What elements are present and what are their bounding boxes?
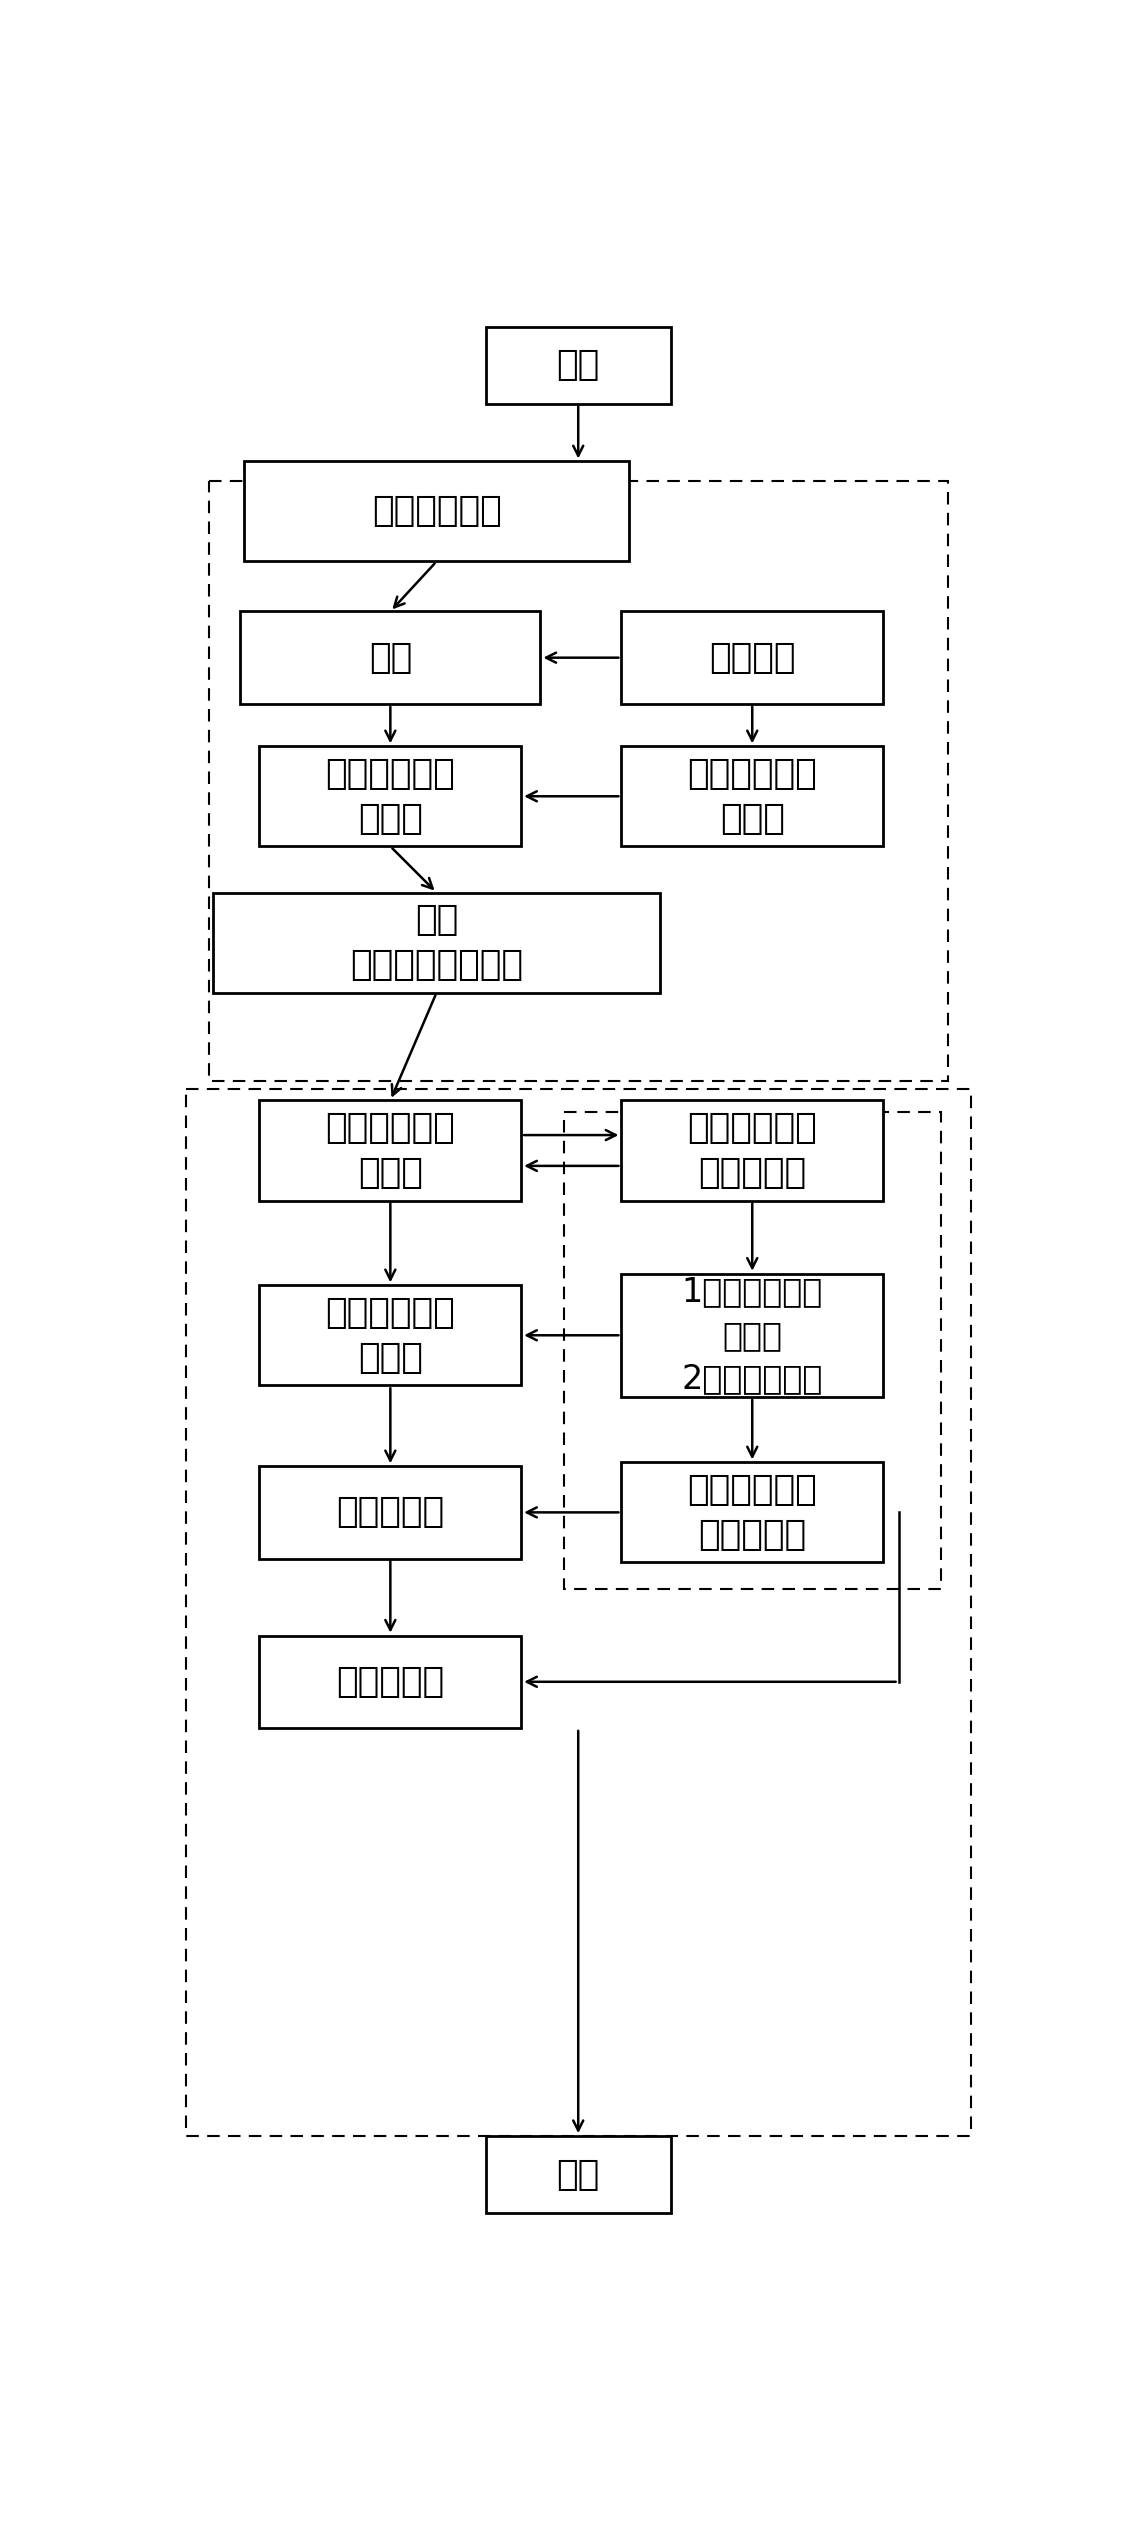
Bar: [244, 460, 629, 561]
Bar: [260, 1467, 522, 1558]
Bar: [260, 1636, 522, 1727]
Text: 分层: 分层: [369, 640, 412, 675]
Bar: [213, 893, 659, 991]
Bar: [621, 746, 883, 847]
Text: 1、调整分区制
造顺序
2、调整起弧点: 1、调整分区制 造顺序 2、调整起弧点: [682, 1275, 823, 1396]
Text: 制造约束: 制造约束: [709, 640, 796, 675]
Bar: [260, 1285, 522, 1386]
Bar: [621, 1275, 883, 1396]
Text: 开始: 开始: [557, 349, 599, 382]
Bar: [621, 612, 883, 703]
Bar: [563, 1113, 940, 1588]
Text: 其他层制造: 其他层制造: [336, 1664, 445, 1699]
Text: 红外热像仪打
描剩余分区: 红外热像仪打 描剩余分区: [688, 1110, 817, 1189]
Bar: [260, 746, 522, 847]
Bar: [185, 1090, 971, 2137]
Bar: [621, 1462, 883, 1563]
Text: 模拟
确定初始制造分区: 模拟 确定初始制造分区: [350, 903, 523, 981]
Bar: [485, 326, 671, 405]
Text: 层间分区及路
径规划: 层间分区及路 径规划: [325, 756, 455, 835]
Text: 几何形状及其
他需求: 几何形状及其 他需求: [688, 756, 817, 835]
Text: 复杂零件模型: 复杂零件模型: [371, 493, 501, 529]
Text: 第二层制造: 第二层制造: [336, 1495, 445, 1530]
Bar: [621, 1100, 883, 1201]
Bar: [209, 481, 948, 1082]
Text: 计算并调整初
始制造分区: 计算并调整初 始制造分区: [688, 1472, 817, 1553]
Text: 第一层其他分
区制造: 第一层其他分 区制造: [325, 1295, 455, 1376]
Bar: [260, 1100, 522, 1201]
Text: 完成: 完成: [557, 2157, 599, 2193]
Bar: [485, 2137, 671, 2213]
Text: 第一层第一分
区制造: 第一层第一分 区制造: [325, 1110, 455, 1189]
Bar: [240, 612, 541, 703]
